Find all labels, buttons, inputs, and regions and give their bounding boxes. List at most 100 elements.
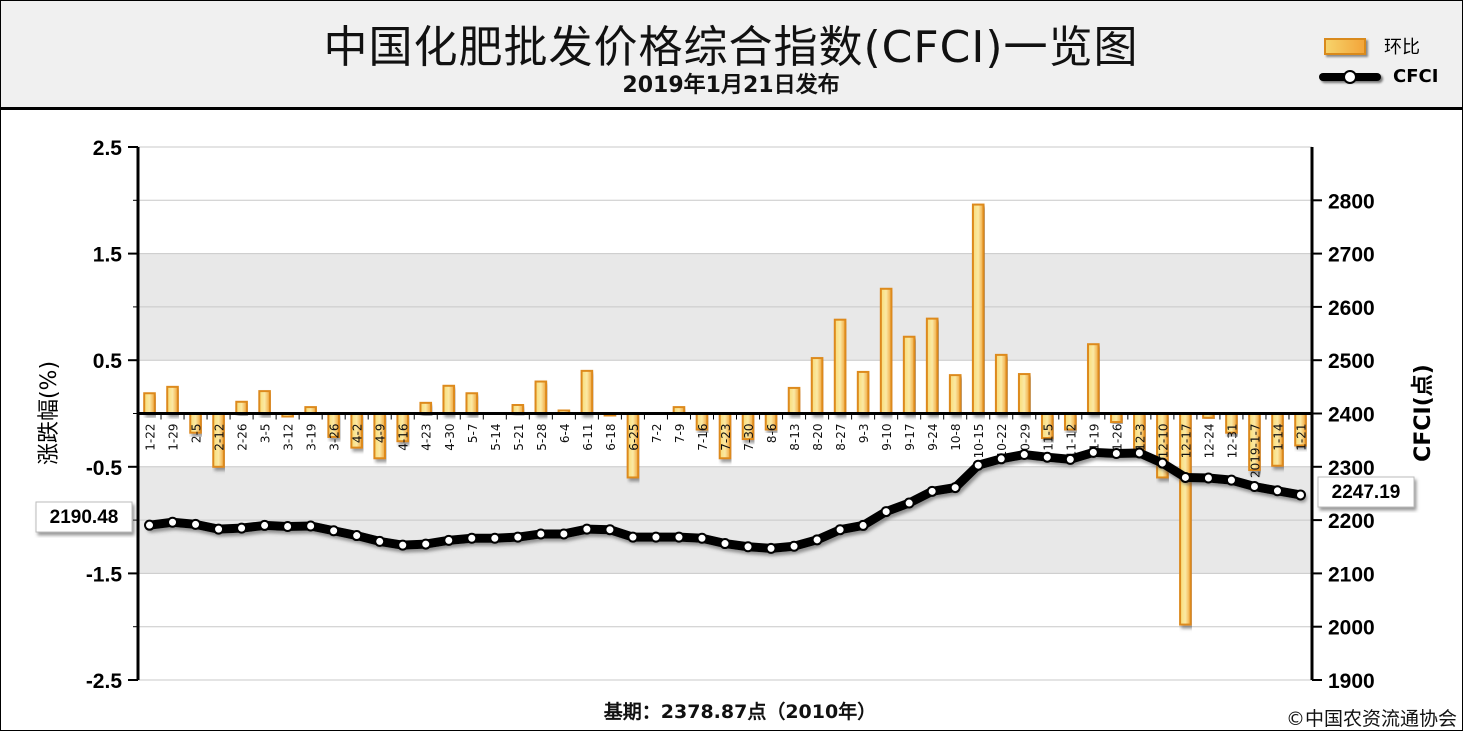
right-axis-tick-label: 2200 (1328, 510, 1375, 533)
cfci-point-10-22 (995, 453, 1007, 465)
x-tick-label: 12-24 (1202, 424, 1216, 459)
cfci-point-4-9 (374, 535, 386, 547)
cfci-point-3-5 (259, 519, 271, 531)
right-axis-tick-label: 2700 (1328, 244, 1375, 267)
cfci-point-11-19 (1087, 446, 1099, 458)
legend-line-label: CFCI (1393, 66, 1439, 87)
cfci-point-6-4 (558, 528, 570, 540)
x-tick-label: 10-8 (949, 424, 963, 451)
x-tick-label: 8-27 (834, 424, 848, 451)
legend-bar-label: 环比 (1384, 37, 1420, 58)
x-tick-label: 7-2 (650, 424, 664, 444)
cfci-point-2019-1-7 (1248, 481, 1260, 493)
left-axis-tick-label: -1.5 (86, 563, 123, 586)
bar-3-5 (258, 390, 271, 415)
start-value-label: 2190.48 (50, 507, 119, 528)
end-value-label-box (1317, 476, 1415, 508)
x-tick-label: 12-31 (1225, 424, 1239, 459)
cfci-point-5-28 (535, 528, 547, 540)
cfci-point-12-31 (1225, 474, 1237, 486)
cfci-point-10-8 (949, 482, 961, 494)
x-tick-label: 11-12 (1064, 424, 1078, 459)
bar-11-19 (1087, 343, 1100, 415)
right-axis-tick-label: 2400 (1328, 404, 1375, 427)
cfci-point-11-12 (1064, 453, 1076, 465)
x-tick-label: 3-26 (328, 424, 342, 451)
cfci-point-2-26 (236, 522, 248, 534)
cfci-point-6-18 (604, 524, 616, 536)
chart-subtitle: 2019年1月21日发布 (622, 73, 840, 98)
left-axis-tick-label: 0.5 (93, 350, 123, 373)
cfci-point-5-14 (489, 532, 501, 544)
x-tick-label: 12-3 (1133, 424, 1147, 451)
bar-9-17 (902, 335, 916, 415)
bar-1-29 (166, 385, 179, 415)
copyright-text: ©中国农资流通协会 (1285, 708, 1457, 730)
x-tick-label: 8-13 (788, 424, 802, 451)
right-axis-tick-label: 2800 (1328, 190, 1375, 213)
cfci-point-8-13 (788, 540, 800, 552)
legend-bar-swatch (1324, 37, 1366, 55)
left-axis-title: 涨跌幅(%) (37, 361, 62, 465)
bar-5-7 (465, 392, 479, 415)
x-tick-label: 4-2 (351, 424, 365, 444)
chart-header: 中国化肥批发价格综合指数(CFCI)一览图 2019年1月21日发布 环比 CF… (1, 1, 1462, 110)
bar-10-29 (1017, 373, 1031, 415)
bar-8-27 (833, 318, 847, 415)
x-tick-label: 1-29 (167, 424, 181, 451)
bar-2-26 (235, 400, 248, 415)
x-tick-label: 2-5 (190, 424, 204, 444)
x-tick-label: 11-5 (1041, 424, 1055, 451)
bar-8-20 (810, 357, 824, 415)
x-tick-label: 4-30 (443, 424, 457, 451)
bar-4-23 (419, 401, 433, 415)
x-tick-label: 4-9 (374, 424, 388, 444)
cfci-point-1-21 (1294, 489, 1306, 501)
start-value-label-box (35, 501, 133, 533)
cfci-point-3-26 (328, 525, 340, 537)
bar-8-13 (787, 386, 801, 415)
x-tick-label: 9-10 (880, 424, 894, 451)
bar-5-28 (534, 380, 548, 415)
cfci-point-8-20 (811, 534, 823, 546)
x-tick-label: 1-22 (144, 424, 158, 451)
cfci-point-1-29 (167, 516, 179, 528)
right-axis-tick-label: 2600 (1328, 297, 1375, 320)
x-tick-label: 9-3 (857, 424, 871, 444)
bar-10-8 (948, 374, 962, 415)
x-tick-label: 4-23 (420, 424, 434, 451)
x-tick-label: 7-23 (719, 424, 733, 451)
x-tick-label: 3-19 (305, 424, 319, 451)
x-tick-label: 8-6 (765, 424, 779, 444)
cfci-point-7-9 (673, 531, 685, 543)
cfci-point-6-11 (581, 523, 593, 535)
x-tick-label: 1-21 (1294, 424, 1308, 451)
cfci-point-5-21 (512, 531, 524, 543)
cfci-point-2-5 (190, 518, 202, 530)
x-tick-label: 6-4 (558, 424, 572, 444)
x-tick-label: 6-25 (627, 424, 641, 451)
right-axis-tick-label: 1900 (1328, 670, 1375, 693)
bar-9-3 (856, 370, 870, 415)
cfci-point-9-24 (926, 485, 938, 497)
right-axis-tick-label: 2300 (1328, 457, 1375, 480)
x-tick-label: 12-10 (1156, 424, 1170, 459)
cfci-point-12-3 (1133, 447, 1145, 459)
right-axis-title: CFCI(点) (1410, 364, 1436, 462)
cfci-point-7-23 (719, 538, 731, 550)
cfci-point-9-10 (880, 506, 892, 518)
cfci-point-9-17 (903, 497, 915, 509)
bar-9-24 (925, 317, 939, 415)
cfci-point-4-2 (351, 530, 363, 542)
end-value-label: 2247.19 (1332, 482, 1401, 503)
x-tick-label: 5-21 (512, 424, 526, 451)
cfci-point-1-22 (144, 519, 156, 531)
cfci-point-10-29 (1018, 449, 1030, 461)
x-tick-label: 7-9 (673, 424, 687, 444)
x-tick-label: 10-15 (972, 424, 986, 459)
cfci-point-11-26 (1110, 447, 1122, 459)
legend-item-line: CFCI (1319, 66, 1438, 87)
cfci-point-5-7 (466, 532, 478, 544)
